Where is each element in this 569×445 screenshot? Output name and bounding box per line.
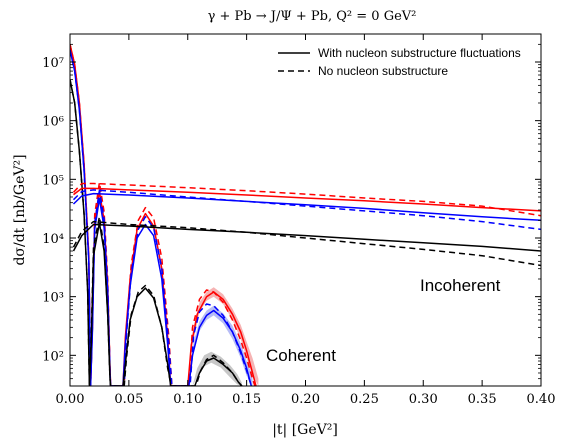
y-tick-label: 10⁷ bbox=[42, 56, 64, 71]
chart-title: γ + Pb → J/Ψ + Pb, Q² = 0 GeV² bbox=[208, 9, 417, 24]
band-black bbox=[192, 351, 242, 386]
series-line-incoherent-black-solid bbox=[72, 223, 541, 252]
y-axis-label: dσ/dt [nb/GeV²] bbox=[12, 154, 28, 265]
legend: With nucleon substructure fluctuations N… bbox=[278, 46, 521, 78]
x-tick-label: 0.20 bbox=[291, 392, 320, 407]
series-line-incoherent-black-dashed bbox=[72, 220, 541, 267]
y-tick-label: 10⁴ bbox=[42, 232, 64, 247]
x-tick-label: 0.25 bbox=[350, 392, 379, 407]
x-tick-label: 0.10 bbox=[173, 392, 202, 407]
series-line-coherent-black-dashed bbox=[70, 79, 243, 386]
series-lines bbox=[70, 44, 541, 386]
x-tick-label: 0.15 bbox=[232, 392, 261, 407]
band-red bbox=[187, 287, 259, 386]
x-tick-label: 0.05 bbox=[114, 392, 143, 407]
plot-frame bbox=[69, 33, 542, 387]
legend-label-dashed: No nucleon substructure bbox=[318, 64, 448, 78]
series-line-incoherent-red-solid bbox=[73, 187, 541, 212]
y-tick-label: 10⁵ bbox=[42, 173, 64, 188]
x-axis-label: |t| [GeV²] bbox=[272, 422, 338, 438]
y-tick-label: 10⁶ bbox=[42, 115, 64, 130]
annotation-incoherent: Incoherent bbox=[420, 276, 501, 295]
legend-label-solid: With nucleon substructure fluctuations bbox=[318, 46, 521, 60]
x-tick-label: 0.40 bbox=[527, 392, 556, 407]
series-line-coherent-blue-solid bbox=[70, 49, 253, 386]
y-tick-label: 10² bbox=[42, 349, 64, 364]
band-blue bbox=[188, 305, 253, 386]
annotation-coherent: Coherent bbox=[266, 346, 336, 365]
y-tick-label: 10³ bbox=[42, 291, 64, 306]
uncertainty-bands bbox=[187, 287, 259, 386]
series-line-incoherent-red-dashed bbox=[72, 182, 541, 217]
series-line-incoherent-blue-solid bbox=[72, 192, 541, 222]
x-tick-label: 0.30 bbox=[409, 392, 438, 407]
x-tick-label: 0.00 bbox=[56, 392, 85, 407]
series-line-incoherent-blue-dashed bbox=[72, 189, 541, 231]
x-tick-label: 0.35 bbox=[468, 392, 497, 407]
